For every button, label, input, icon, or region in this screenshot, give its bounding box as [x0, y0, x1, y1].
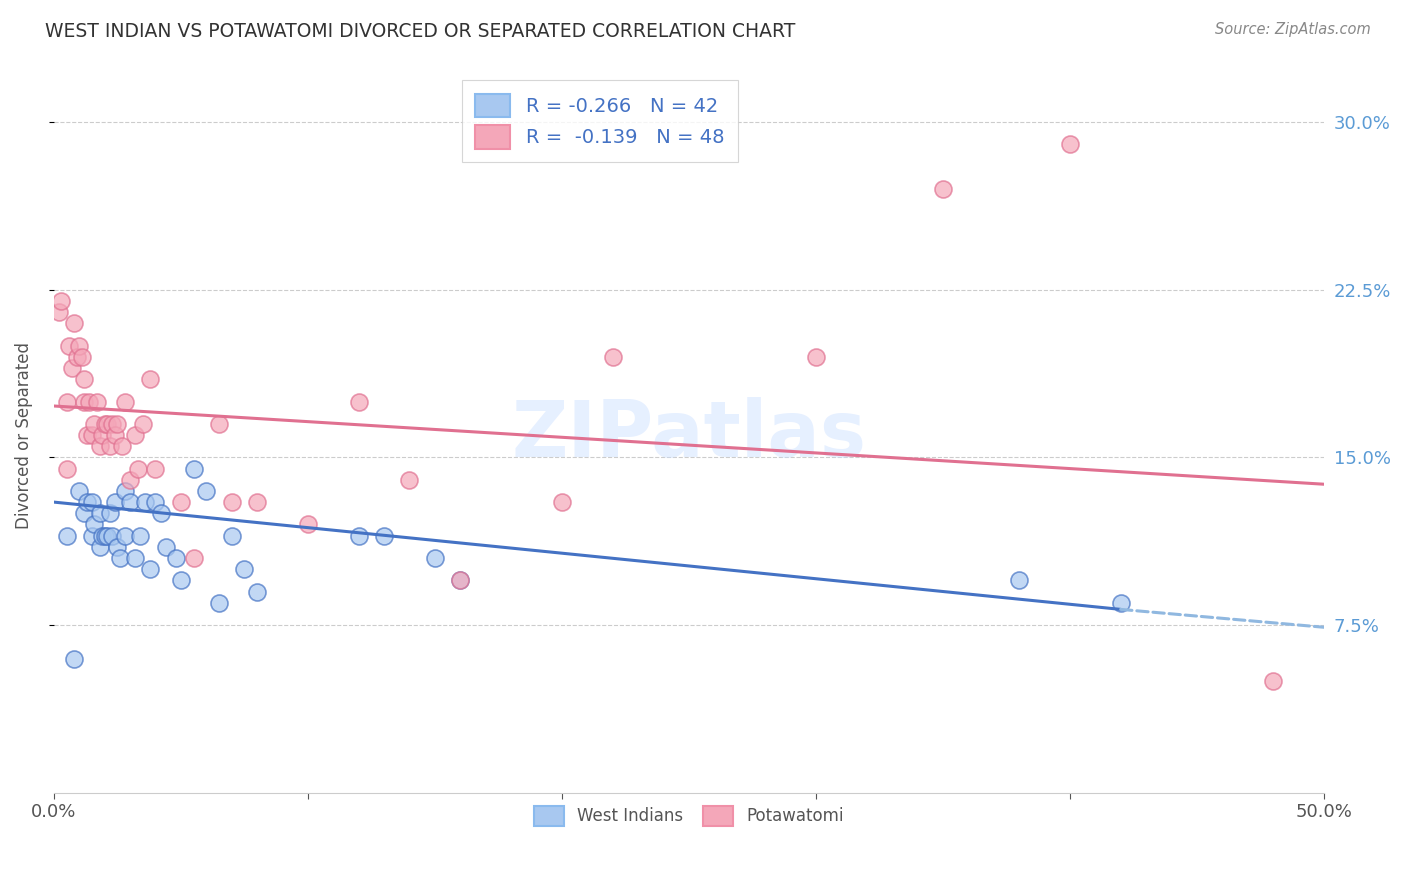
- Point: [89, 439, 111, 453]
- Point: [96, 528, 118, 542]
- Point: [149, 506, 172, 520]
- Point: [221, 528, 243, 542]
- Point: [449, 574, 471, 588]
- Point: [80, 495, 103, 509]
- Point: [114, 483, 136, 498]
- Point: [76, 428, 98, 442]
- Point: [183, 551, 205, 566]
- Point: [70, 350, 93, 364]
- Point: [73, 394, 96, 409]
- Point: [165, 551, 187, 566]
- Point: [60, 361, 83, 376]
- Point: [83, 417, 105, 431]
- Point: [297, 517, 319, 532]
- Point: [96, 417, 118, 431]
- Point: [93, 417, 115, 431]
- Point: [67, 483, 90, 498]
- Point: [55, 394, 77, 409]
- Point: [221, 495, 243, 509]
- Point: [551, 495, 574, 509]
- Point: [124, 551, 146, 566]
- Point: [51, 293, 73, 308]
- Legend: West Indians, Potawatomi: West Indians, Potawatomi: [526, 797, 852, 834]
- Point: [246, 495, 269, 509]
- Point: [91, 428, 114, 442]
- Point: [80, 428, 103, 442]
- Point: [155, 540, 177, 554]
- Point: [83, 517, 105, 532]
- Point: [127, 461, 149, 475]
- Point: [195, 483, 218, 498]
- Point: [134, 495, 156, 509]
- Point: [347, 394, 370, 409]
- Point: [129, 528, 152, 542]
- Point: [86, 394, 108, 409]
- Point: [183, 461, 205, 475]
- Text: WEST INDIAN VS POTAWATOMI DIVORCED OR SEPARATED CORRELATION CHART: WEST INDIAN VS POTAWATOMI DIVORCED OR SE…: [45, 22, 796, 41]
- Y-axis label: Divorced or Separated: Divorced or Separated: [15, 342, 32, 529]
- Point: [48, 305, 70, 319]
- Point: [139, 562, 162, 576]
- Point: [58, 338, 80, 352]
- Point: [104, 428, 127, 442]
- Point: [1109, 596, 1132, 610]
- Point: [104, 495, 127, 509]
- Point: [398, 473, 420, 487]
- Point: [246, 584, 269, 599]
- Point: [145, 495, 167, 509]
- Point: [91, 528, 114, 542]
- Point: [80, 528, 103, 542]
- Point: [98, 506, 121, 520]
- Point: [89, 506, 111, 520]
- Point: [79, 394, 101, 409]
- Point: [170, 495, 193, 509]
- Point: [118, 495, 141, 509]
- Point: [208, 417, 231, 431]
- Text: ZIPatlas: ZIPatlas: [512, 397, 866, 473]
- Point: [139, 372, 162, 386]
- Point: [105, 540, 128, 554]
- Point: [804, 350, 827, 364]
- Point: [66, 350, 89, 364]
- Point: [89, 540, 111, 554]
- Point: [114, 394, 136, 409]
- Point: [98, 439, 121, 453]
- Point: [118, 473, 141, 487]
- Point: [76, 495, 98, 509]
- Point: [55, 528, 77, 542]
- Point: [63, 651, 86, 665]
- Point: [347, 528, 370, 542]
- Point: [602, 350, 624, 364]
- Point: [73, 372, 96, 386]
- Point: [145, 461, 167, 475]
- Point: [114, 528, 136, 542]
- Point: [449, 574, 471, 588]
- Point: [67, 338, 90, 352]
- Point: [132, 417, 155, 431]
- Point: [1261, 673, 1284, 688]
- Point: [101, 417, 124, 431]
- Point: [108, 551, 131, 566]
- Point: [101, 528, 124, 542]
- Point: [111, 439, 134, 453]
- Point: [423, 551, 446, 566]
- Point: [373, 528, 395, 542]
- Point: [55, 461, 77, 475]
- Text: Source: ZipAtlas.com: Source: ZipAtlas.com: [1215, 22, 1371, 37]
- Point: [170, 574, 193, 588]
- Point: [63, 316, 86, 330]
- Point: [1059, 137, 1081, 152]
- Point: [124, 428, 146, 442]
- Point: [233, 562, 256, 576]
- Point: [105, 417, 128, 431]
- Point: [73, 506, 96, 520]
- Point: [1008, 574, 1031, 588]
- Point: [208, 596, 231, 610]
- Point: [93, 528, 115, 542]
- Point: [932, 182, 955, 196]
